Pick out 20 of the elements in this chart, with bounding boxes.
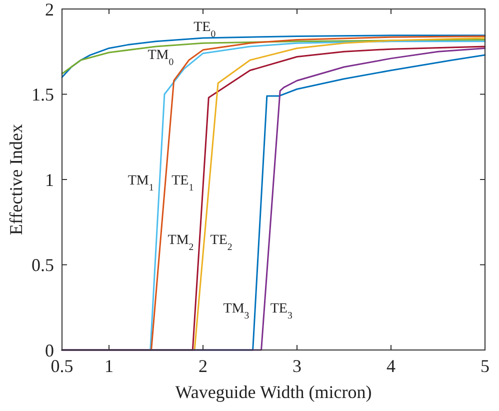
x-tick-label: 4 (386, 356, 396, 376)
series-label: TE$_{2}$ (210, 233, 232, 253)
x-tick-label: 1 (104, 356, 114, 376)
series-label: TM$_{1}$ (128, 174, 154, 193)
series-label: TE$_{3}$ (270, 301, 292, 321)
series-label: TM$_{2}$ (168, 233, 194, 253)
series-label: TM$_{0}$ (148, 48, 174, 68)
x-axis-title: Waveguide Width (micron) (175, 382, 372, 402)
y-tick-label: 1 (45, 170, 54, 190)
x-tick-label: 5 (480, 356, 490, 376)
series-label: TE$_{1}$ (172, 174, 194, 193)
y-tick-label: 1.5 (32, 84, 54, 105)
x-tick-label: 2 (198, 356, 208, 376)
y-axis-title: Effective Index (6, 124, 26, 236)
y-tick-label: 2 (45, 0, 54, 20)
series-label: TE$_{0}$ (194, 20, 216, 40)
x-tick-label: 3 (292, 356, 302, 376)
y-tick-label: 0 (45, 340, 54, 360)
series-label: TM$_{3}$ (223, 301, 250, 321)
y-tick-label: 0.5 (32, 255, 54, 276)
